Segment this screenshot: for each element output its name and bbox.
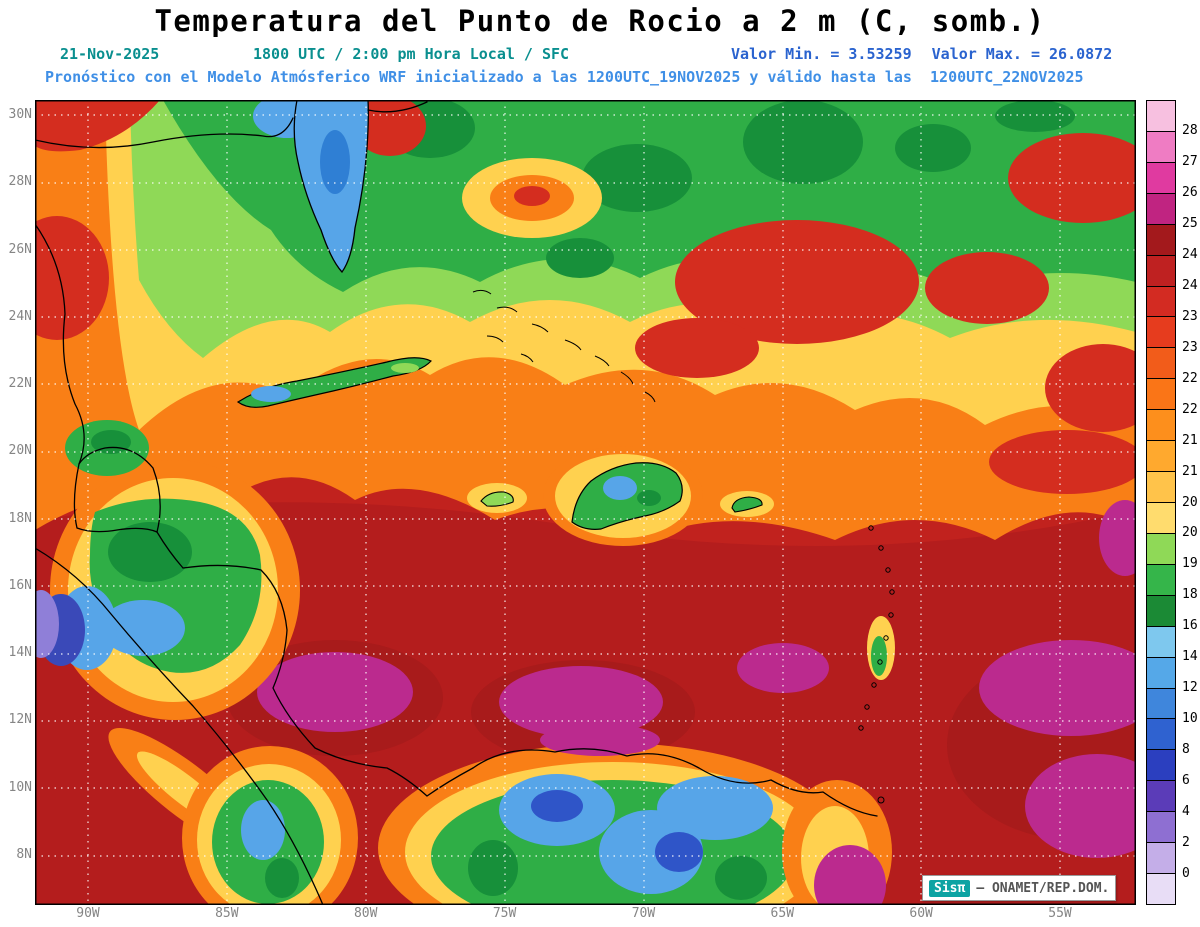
watermark-text: – ONAMET/REP.DOM. (976, 880, 1110, 896)
lat-tick-label: 10N (8, 779, 32, 795)
colorbar-tick-label: 0 (1182, 866, 1190, 882)
colorbar-cell (1146, 501, 1176, 534)
lat-tick-label: 20N (8, 443, 32, 459)
lat-tick-label: 16N (8, 577, 32, 593)
colorbar-cell (1146, 594, 1176, 627)
coastlines (34, 101, 878, 906)
colorbar-cell (1146, 347, 1176, 380)
colorbar-cell (1146, 100, 1176, 132)
colorbar-tick-label: 22 (1182, 401, 1198, 417)
colorbar-tick-label: 24 (1182, 277, 1198, 293)
colorbar-tick-label: 26 (1182, 184, 1198, 200)
colorbar-cell (1146, 161, 1176, 194)
grid-lines (35, 100, 1136, 905)
colorbar-tick-label: 2 (1182, 835, 1190, 851)
colorbar-cell (1146, 625, 1176, 658)
colorbar-cell (1146, 563, 1176, 596)
forecast-info-line: Pronóstico con el Modelo Atmósferico WRF… (45, 68, 1084, 86)
jamaica-outline (480, 491, 514, 507)
colorbar-tick-label: 19 (1182, 556, 1198, 572)
map-area (5, 94, 1200, 927)
colorbar-cell (1146, 378, 1176, 411)
colorbar-tick-label: 4 (1182, 804, 1190, 820)
watermark: Sisπ – ONAMET/REP.DOM. (922, 875, 1117, 901)
lon-tick-label: 70W (631, 906, 656, 921)
colorbar-tick-label: 22.5 (1182, 370, 1200, 386)
colorbar-tick-label: 8 (1182, 742, 1190, 758)
colorbar-cell (1146, 316, 1176, 349)
lon-tick-label: 65W (770, 906, 795, 921)
colorbar-tick-label: 16 (1182, 618, 1198, 634)
colorbar-cell (1146, 842, 1176, 875)
lat-tick-label: 18N (8, 510, 32, 526)
colorbar-tick-label: 24.5 (1182, 246, 1200, 262)
colorbar-tick-label: 28 (1182, 122, 1198, 138)
lat-tick-label: 28N (8, 174, 32, 190)
lesser-antilles-islands (858, 525, 895, 804)
lat-tick-label: 8N (16, 846, 32, 862)
puerto-rico-outline (731, 496, 763, 513)
colorbar-tick-label: 6 (1182, 773, 1190, 789)
lon-tick-label: 90W (76, 906, 100, 921)
lon-tick-label: 85W (215, 906, 239, 921)
max-value: Valor Max. = 26.0872 (931, 45, 1113, 63)
colorbar-tick-label: 23.5 (1182, 308, 1200, 324)
lat-tick-label: 14N (8, 645, 32, 661)
minmax-values: Valor Min. = 3.53259 Valor Max. = 26.0872 (731, 45, 1112, 63)
colorbar-cell (1146, 471, 1176, 503)
colorbar-tick-label: 27 (1182, 153, 1198, 169)
bahamas-islands (472, 289, 656, 403)
colorbar-cell (1146, 130, 1176, 163)
colorbar (1146, 100, 1176, 905)
colorbar-tick-label: 23 (1182, 339, 1198, 355)
colorbar-tick-label: 21.5 (1182, 432, 1200, 448)
lat-tick-label: 30N (8, 107, 32, 122)
colorbar-cell (1146, 656, 1176, 689)
min-value: Valor Min. = 3.53259 (731, 45, 912, 63)
colorbar-tick-label: 20.5 (1182, 494, 1200, 510)
colorbar-tick-label: 21 (1182, 463, 1198, 479)
lat-tick-label: 22N (8, 376, 32, 392)
colorbar-cell (1146, 192, 1176, 225)
colorbar-tick-label: 14 (1182, 649, 1198, 665)
colorbar-cell (1146, 780, 1176, 813)
colorbar-cell (1146, 811, 1176, 844)
page-title: Temperatura del Punto de Rocio a 2 m (C,… (154, 4, 1046, 38)
colorbar-cell (1146, 532, 1176, 565)
colorbar-cell (1146, 254, 1176, 287)
colorbar-tick-label: 10 (1182, 711, 1198, 727)
lon-tick-label: 75W (492, 906, 517, 921)
lon-tick-label: 60W (909, 906, 933, 921)
colorbar-cell (1146, 687, 1176, 720)
valid-time-line: 1800 UTC / 2:00 pm Hora Local / SFC (253, 45, 570, 63)
lon-tick-label: 55W (1048, 906, 1072, 921)
lon-tick-label: 80W (353, 906, 378, 921)
lat-tick-label: 12N (8, 712, 32, 728)
colorbar-cell (1146, 749, 1176, 782)
colorbar-cell (1146, 223, 1176, 256)
lat-tick-label: 26N (8, 241, 32, 257)
colorbar-cell (1146, 873, 1176, 905)
sispi-logo: Sisπ (929, 879, 971, 897)
colorbar-cell (1146, 409, 1176, 442)
map-border (35, 100, 1136, 905)
colorbar-cell (1146, 440, 1176, 473)
lat-tick-label: 24N (8, 308, 32, 324)
colorbar-tick-label: 25 (1182, 215, 1198, 231)
colorbar-tick-label: 12 (1182, 680, 1198, 696)
contour-field (5, 94, 1200, 927)
colorbar-cell (1146, 718, 1176, 751)
colorbar-tick-label: 20 (1182, 525, 1198, 541)
colorbar-tick-label: 18 (1182, 587, 1198, 603)
map-canvas (5, 94, 1200, 927)
run-date: 21-Nov-2025 (60, 45, 160, 63)
colorbar-cell (1146, 285, 1176, 318)
